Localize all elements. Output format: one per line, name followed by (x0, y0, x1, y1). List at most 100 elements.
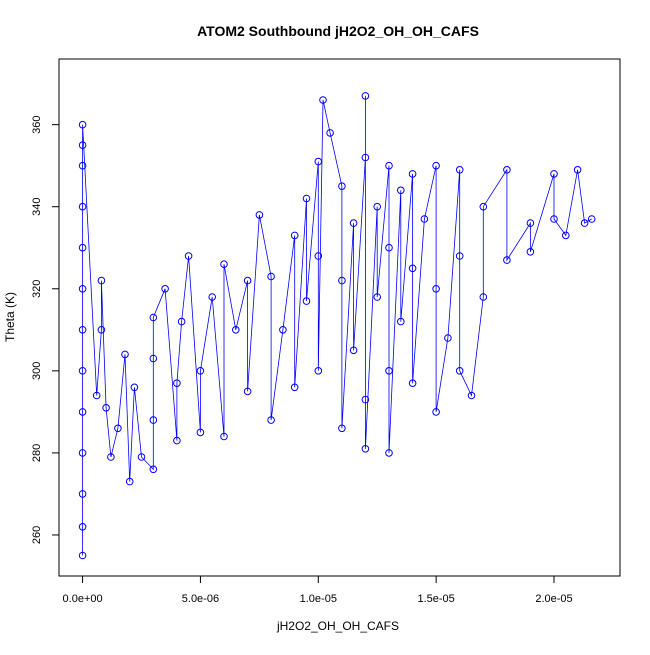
data-point (467, 391, 476, 400)
y-tick-label: 300 (31, 362, 43, 380)
data-point (78, 523, 87, 531)
data-point (361, 445, 370, 453)
data-point (573, 166, 582, 174)
data-point (432, 408, 440, 416)
data-point (208, 293, 216, 301)
x-tick-label: 1.0e-05 (300, 593, 337, 605)
data-point (479, 293, 488, 301)
data-point (385, 367, 393, 375)
data-point (408, 170, 417, 178)
data-point (149, 465, 158, 474)
data-point (243, 387, 252, 396)
data-point (408, 264, 417, 273)
data-point (526, 248, 535, 256)
data-point (107, 453, 115, 461)
data-point (149, 313, 158, 322)
data-point (220, 260, 228, 269)
data-point (455, 166, 464, 174)
data-point (455, 367, 464, 375)
data-point (479, 202, 488, 211)
data-point (102, 404, 110, 412)
data-point (97, 326, 106, 334)
data-point (526, 219, 535, 227)
series-line (82, 95, 592, 556)
data-point (279, 326, 287, 334)
data-point (302, 194, 311, 203)
data-point (137, 453, 146, 461)
data-point (361, 395, 370, 404)
data-point (373, 293, 382, 301)
data-point (232, 326, 240, 334)
x-axis: 0.0e+00 5.0e-06 1.0e-05 1.5e-05 2.0e-05 (63, 575, 573, 605)
y-tick-label: 320 (31, 280, 43, 298)
data-point (114, 424, 122, 433)
data-point (78, 490, 87, 498)
data-point (130, 383, 139, 392)
data-point (338, 276, 346, 285)
y-axis-label: Theta (K) (3, 292, 17, 342)
data-point (408, 379, 417, 388)
data-point (338, 182, 346, 190)
x-tick-label: 1.5e-05 (417, 593, 454, 605)
data-point (550, 170, 558, 178)
x-tick-label: 0.0e+00 (63, 593, 103, 605)
data-point (455, 252, 464, 260)
data-point (385, 161, 393, 170)
data-point (78, 551, 87, 560)
data-point (326, 129, 334, 137)
data-point (125, 477, 134, 486)
data-point (267, 416, 275, 424)
data-point (243, 276, 252, 285)
data-point (78, 449, 87, 457)
data-point (349, 219, 358, 227)
data-point (319, 96, 327, 104)
data-point (255, 211, 264, 219)
data-point (314, 252, 323, 260)
x-tick-label: 5.0e-06 (182, 593, 219, 605)
data-point (184, 252, 193, 260)
x-axis-label: jH2O2_OH_OH_CAFS (276, 619, 399, 633)
data-point (161, 285, 169, 293)
chart-title: ATOM2 Southbound jH2O2_OH_OH_CAFS (197, 23, 479, 39)
data-point (373, 202, 382, 211)
data-point (397, 186, 405, 195)
data-point (314, 157, 323, 166)
data-point (290, 231, 299, 240)
data-point (397, 317, 405, 326)
data-point (503, 256, 511, 264)
data-point (78, 408, 87, 416)
data-point (361, 153, 370, 162)
data-point (503, 166, 511, 174)
data-point (587, 215, 596, 223)
data-point (78, 202, 87, 211)
data-point (290, 383, 299, 392)
data-point (78, 120, 87, 129)
data-point (196, 428, 205, 437)
data-point (432, 161, 440, 170)
y-tick-label: 340 (31, 198, 43, 216)
x-tick-label: 2.0e-05 (535, 593, 572, 605)
data-point (267, 272, 275, 281)
data-point (78, 367, 87, 375)
data-point (177, 317, 186, 326)
data-point (78, 326, 87, 334)
data-point (302, 297, 311, 305)
y-tick-label: 260 (31, 526, 43, 544)
data-point (349, 346, 358, 355)
data-point (78, 161, 87, 170)
data-point (580, 219, 589, 227)
y-tick-label: 360 (31, 115, 43, 133)
data-point (78, 141, 87, 149)
data-point (361, 92, 370, 100)
data-point (78, 285, 87, 293)
data-point (97, 276, 106, 285)
data-point (149, 354, 158, 363)
data-point (196, 367, 205, 375)
data-point (385, 243, 393, 252)
data-point (173, 379, 181, 388)
y-axis: 260 280 300 320 340 360 (31, 115, 60, 544)
data-point (149, 416, 158, 424)
data-point (550, 215, 558, 223)
